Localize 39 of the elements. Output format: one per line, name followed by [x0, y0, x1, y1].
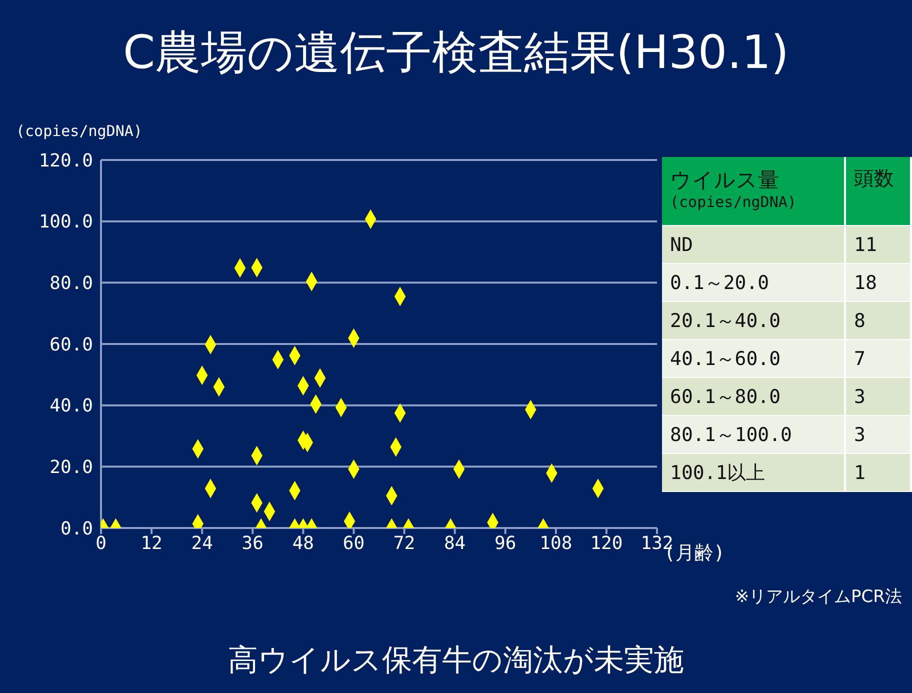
- x-tick-label: 120: [590, 532, 623, 554]
- y-tick-label: 120.0: [38, 150, 93, 172]
- category-label: ND: [662, 226, 845, 264]
- x-tick-label: 12: [140, 532, 162, 554]
- category-label: 0.1～20.0: [662, 264, 845, 302]
- x-tick-label: 48: [292, 532, 314, 554]
- y-tick-label: 0.0: [60, 518, 93, 540]
- category-label: 80.1～100.0: [662, 416, 845, 454]
- x-tick-label: 24: [191, 532, 213, 554]
- data-label: 8: [845, 302, 911, 340]
- data-label: 11: [845, 226, 911, 264]
- text: 頭数: [845, 157, 911, 226]
- x-tick-label: 0: [96, 532, 106, 554]
- data-label: 3: [845, 416, 911, 454]
- chart-title: C農場の遺伝子検査結果(H30.1): [122, 24, 790, 81]
- x-tick-label: 84: [444, 532, 466, 554]
- data-label: 1: [845, 454, 911, 492]
- y-axis-title: (copies/ngDNA): [16, 122, 142, 140]
- y-tick-label: 20.0: [50, 457, 93, 478]
- text: 高ウイルス保有牛の淘汰が未実施: [227, 642, 685, 680]
- x-tick-label: 72: [393, 532, 416, 554]
- x-tick-label: 60: [342, 532, 365, 554]
- category-label: 20.1～40.0: [662, 302, 845, 340]
- category-label: 100.1以上: [662, 454, 845, 492]
- text: ウイルス量: [670, 168, 780, 192]
- text: ※リアルタイムPCR法: [734, 586, 902, 608]
- category-label: 40.1～60.0: [662, 340, 845, 378]
- data-label: 18: [845, 264, 911, 302]
- y-tick-label: 60.0: [50, 334, 93, 356]
- text: (copies/ngDNA): [670, 192, 798, 213]
- y-tick-label: 40.0: [50, 396, 93, 417]
- y-tick-label: 100.0: [38, 212, 93, 233]
- x-tick-label: 108: [540, 532, 572, 554]
- data-label: 7: [845, 340, 911, 378]
- data-label: 3: [845, 378, 911, 416]
- category-label: 60.1～80.0: [662, 378, 845, 416]
- x-tick-label: 36: [242, 532, 264, 554]
- y-tick-label: 80.0: [50, 273, 93, 294]
- x-tick-label: 96: [494, 532, 516, 554]
